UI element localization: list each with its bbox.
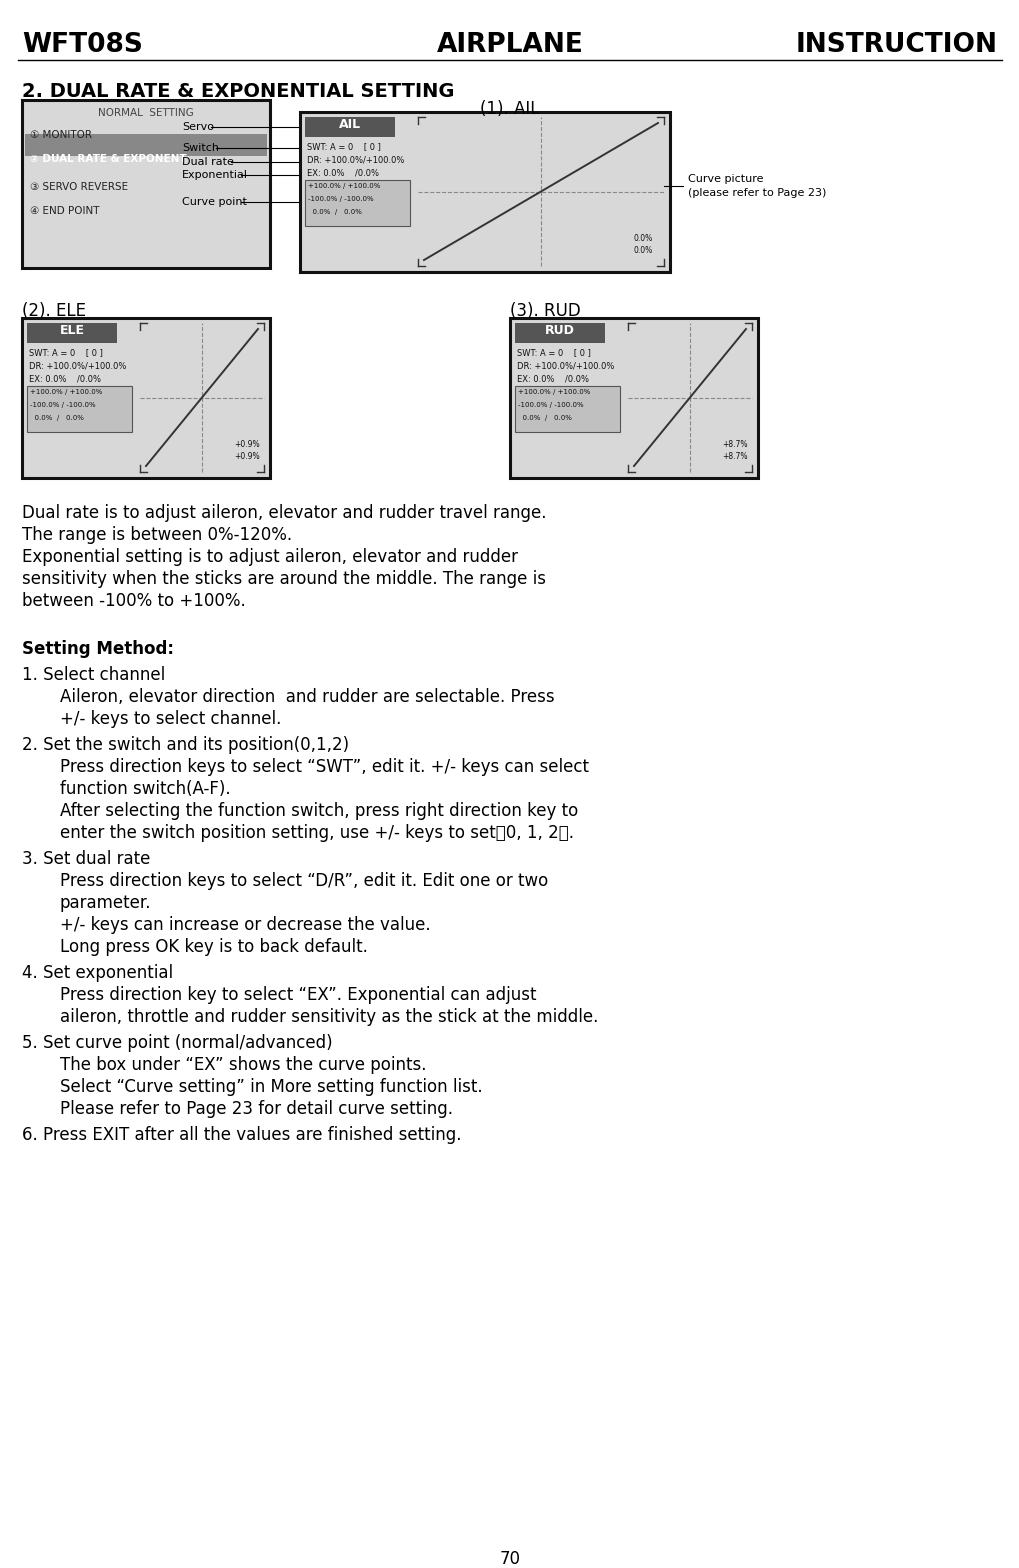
Text: 70: 70 — [499, 1551, 520, 1568]
Text: 5. Set curve point (normal/advanced): 5. Set curve point (normal/advanced) — [22, 1033, 332, 1052]
Text: +100.0% / +100.0%: +100.0% / +100.0% — [518, 389, 590, 395]
Text: The range is between 0%-120%.: The range is between 0%-120%. — [22, 525, 291, 544]
Text: Switch: Switch — [181, 143, 219, 154]
Text: Press direction key to select “EX”. Exponential can adjust: Press direction key to select “EX”. Expo… — [60, 986, 536, 1004]
Bar — [26, 323, 117, 343]
Text: Curve point: Curve point — [181, 198, 247, 207]
Text: DR: +100.0%/+100.0%: DR: +100.0%/+100.0% — [517, 361, 613, 370]
Text: AIRPLANE: AIRPLANE — [436, 31, 583, 58]
Text: Long press OK key is to back default.: Long press OK key is to back default. — [60, 938, 368, 956]
Text: Dual rate is to adjust aileron, elevator and rudder travel range.: Dual rate is to adjust aileron, elevator… — [22, 503, 546, 522]
Text: +8.7%: +8.7% — [721, 452, 747, 461]
Text: +100.0% / +100.0%: +100.0% / +100.0% — [308, 183, 380, 190]
Text: 0.0%  /   0.0%: 0.0% / 0.0% — [308, 209, 362, 215]
Text: ELE: ELE — [59, 325, 85, 337]
Text: 0.0%  /   0.0%: 0.0% / 0.0% — [30, 416, 84, 420]
Text: EX: 0.0%    /0.0%: EX: 0.0% /0.0% — [307, 168, 379, 177]
Text: ② DUAL RATE & EXPONENT: ② DUAL RATE & EXPONENT — [30, 154, 186, 165]
Text: 0.0%: 0.0% — [634, 246, 652, 256]
Text: Servo: Servo — [181, 122, 214, 132]
Text: Aileron, elevator direction  and rudder are selectable. Press: Aileron, elevator direction and rudder a… — [60, 688, 554, 706]
Text: parameter.: parameter. — [60, 894, 152, 913]
Text: SWT: A = 0    [ 0 ]: SWT: A = 0 [ 0 ] — [517, 348, 590, 358]
Bar — [25, 133, 267, 155]
Text: 1. Select channel: 1. Select channel — [22, 666, 165, 684]
Text: ③ SERVO REVERSE: ③ SERVO REVERSE — [30, 182, 128, 191]
Text: SWT: A = 0    [ 0 ]: SWT: A = 0 [ 0 ] — [307, 143, 380, 151]
Bar — [22, 318, 270, 478]
Text: Please refer to Page 23 for detail curve setting.: Please refer to Page 23 for detail curve… — [60, 1101, 452, 1118]
Text: Exponential setting is to adjust aileron, elevator and rudder: Exponential setting is to adjust aileron… — [22, 547, 518, 566]
Bar — [515, 386, 620, 433]
Text: 2. DUAL RATE & EXPONENTIAL SETTING: 2. DUAL RATE & EXPONENTIAL SETTING — [22, 82, 454, 100]
Text: (3). RUD: (3). RUD — [510, 303, 580, 320]
Text: Press direction keys to select “SWT”, edit it. +/- keys can select: Press direction keys to select “SWT”, ed… — [60, 757, 588, 776]
Text: +100.0% / +100.0%: +100.0% / +100.0% — [30, 389, 102, 395]
Text: function switch(A-F).: function switch(A-F). — [60, 779, 230, 798]
Text: NORMAL  SETTING: NORMAL SETTING — [98, 108, 194, 118]
Text: The box under “EX” shows the curve points.: The box under “EX” shows the curve point… — [60, 1055, 426, 1074]
Text: SWT: A = 0    [ 0 ]: SWT: A = 0 [ 0 ] — [29, 348, 103, 358]
Bar — [300, 111, 669, 271]
Text: aileron, throttle and rudder sensitivity as the stick at the middle.: aileron, throttle and rudder sensitivity… — [60, 1008, 598, 1025]
Text: 6. Press EXIT after all the values are finished setting.: 6. Press EXIT after all the values are f… — [22, 1126, 461, 1145]
Text: Exponential: Exponential — [181, 169, 248, 180]
Text: +/- keys can increase or decrease the value.: +/- keys can increase or decrease the va… — [60, 916, 430, 935]
Text: DR: +100.0%/+100.0%: DR: +100.0%/+100.0% — [307, 155, 404, 165]
Text: ① MONITOR: ① MONITOR — [30, 130, 92, 140]
Bar — [510, 318, 757, 478]
Text: 0.0%: 0.0% — [634, 234, 652, 243]
Text: ④ END POINT: ④ END POINT — [30, 205, 100, 216]
Text: INSTRUCTION: INSTRUCTION — [795, 31, 997, 58]
Text: (2). ELE: (2). ELE — [22, 303, 86, 320]
Text: 4. Set exponential: 4. Set exponential — [22, 964, 173, 982]
Text: +0.9%: +0.9% — [233, 452, 260, 461]
Text: -100.0% / -100.0%: -100.0% / -100.0% — [308, 196, 373, 202]
Text: +0.9%: +0.9% — [233, 441, 260, 448]
Text: EX: 0.0%    /0.0%: EX: 0.0% /0.0% — [29, 375, 101, 383]
Text: (1). AIL: (1). AIL — [480, 100, 539, 118]
Text: +/- keys to select channel.: +/- keys to select channel. — [60, 710, 281, 728]
Text: 0.0%  /   0.0%: 0.0% / 0.0% — [518, 416, 572, 420]
Text: +8.7%: +8.7% — [721, 441, 747, 448]
Text: between -100% to +100%.: between -100% to +100%. — [22, 593, 246, 610]
Text: enter the switch position setting, use +/- keys to set（0, 1, 2）.: enter the switch position setting, use +… — [60, 825, 574, 842]
Text: -100.0% / -100.0%: -100.0% / -100.0% — [518, 401, 583, 408]
Text: DR: +100.0%/+100.0%: DR: +100.0%/+100.0% — [29, 361, 126, 370]
Bar — [515, 323, 604, 343]
Text: EX: 0.0%    /0.0%: EX: 0.0% /0.0% — [517, 375, 588, 383]
Text: Select “Curve setting” in More setting function list.: Select “Curve setting” in More setting f… — [60, 1079, 482, 1096]
Text: Setting Method:: Setting Method: — [22, 640, 174, 659]
Text: After selecting the function switch, press right direction key to: After selecting the function switch, pre… — [60, 801, 578, 820]
Bar — [305, 118, 394, 136]
Text: 2. Set the switch and its position(0,1,2): 2. Set the switch and its position(0,1,2… — [22, 735, 348, 754]
Bar — [22, 100, 270, 268]
Bar — [26, 386, 131, 433]
Text: RUD: RUD — [544, 325, 575, 337]
Text: 3. Set dual rate: 3. Set dual rate — [22, 850, 150, 869]
Text: WFT08S: WFT08S — [22, 31, 143, 58]
Text: AIL: AIL — [338, 118, 361, 132]
Text: -100.0% / -100.0%: -100.0% / -100.0% — [30, 401, 96, 408]
Text: Curve picture
(please refer to Page 23): Curve picture (please refer to Page 23) — [688, 174, 825, 198]
Text: sensitivity when the sticks are around the middle. The range is: sensitivity when the sticks are around t… — [22, 571, 545, 588]
Text: Press direction keys to select “D/R”, edit it. Edit one or two: Press direction keys to select “D/R”, ed… — [60, 872, 548, 891]
Text: Dual rate: Dual rate — [181, 157, 233, 168]
Bar — [305, 180, 410, 226]
